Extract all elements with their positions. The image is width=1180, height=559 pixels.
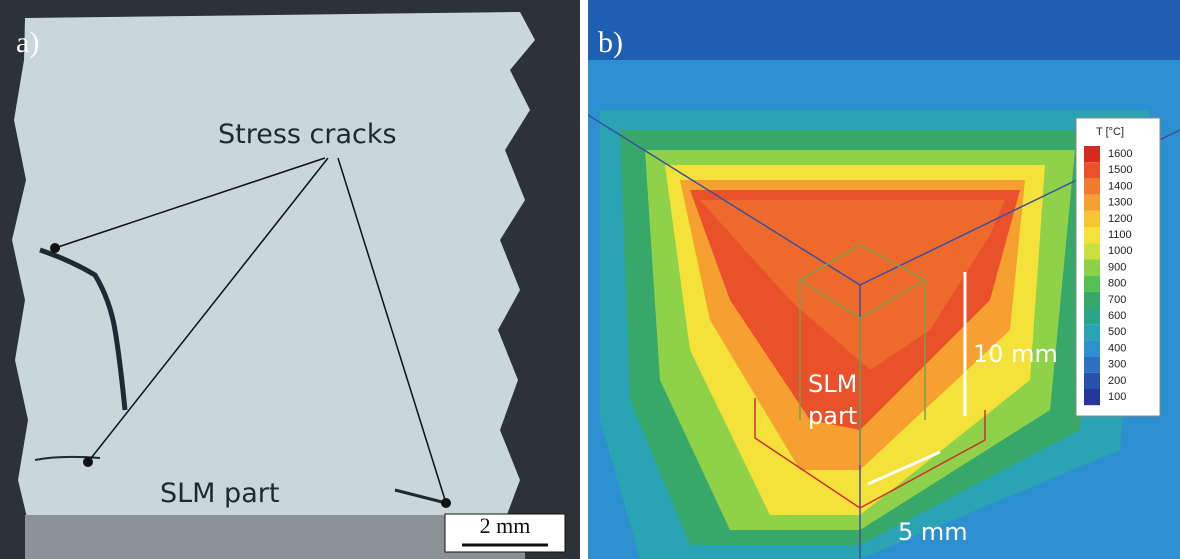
colorbar-swatch: [1084, 276, 1100, 292]
colorbar-label: 1200: [1108, 213, 1132, 225]
panel-label: b): [598, 26, 623, 59]
colorbar-label: 1400: [1108, 180, 1132, 192]
colorbar-swatch: [1084, 211, 1100, 227]
crack-dot: [50, 243, 60, 253]
part-label: SLM: [808, 370, 857, 398]
colorbar-swatch: [1084, 292, 1100, 308]
colorbar-label: 1000: [1108, 245, 1132, 257]
dimension-label: 10 mm: [973, 340, 1058, 368]
colorbar-swatch: [1084, 195, 1100, 211]
annotation: Stress cracks: [218, 119, 397, 150]
colorbar-label: 1600: [1108, 148, 1132, 160]
colorbar-label: 1500: [1108, 164, 1132, 176]
part-label: SLM part: [160, 478, 279, 509]
colorbar-swatch: [1084, 357, 1100, 373]
panel-b: b) SLM part 10 mm 5 mm T [°C] 1600 1500 14…: [588, 0, 1180, 559]
colorbar-swatch: [1084, 308, 1100, 324]
colorbar-label: 1300: [1108, 197, 1132, 209]
colorbar-title: T [°C]: [1096, 126, 1124, 138]
colorbar-swatch: [1084, 178, 1100, 194]
colorbar-label: 200: [1108, 375, 1126, 387]
figure: a) Stress cracks SLM part 2 mm b) SLM pa…: [0, 0, 1180, 559]
part-label: part: [808, 402, 857, 430]
colorbar-label: 100: [1108, 391, 1126, 403]
colorbar-swatch: [1084, 146, 1100, 162]
colorbar-label: 400: [1108, 342, 1126, 354]
colorbar-swatch: [1084, 227, 1100, 243]
colorbar-swatch: [1084, 389, 1100, 405]
colorbar-label: 1100: [1108, 229, 1132, 241]
colorbar-label: 700: [1108, 294, 1126, 306]
panel-label: a): [16, 26, 39, 59]
colorbar-swatch: [1084, 324, 1100, 340]
crack-dot: [441, 498, 451, 508]
colorbar-swatch: [1084, 340, 1100, 356]
panel-a: a) Stress cracks SLM part 2 mm: [0, 0, 580, 559]
colorbar-swatch: [1084, 373, 1100, 389]
colorbar-label: 900: [1108, 261, 1126, 273]
scale-bar-label: 2 mm: [480, 513, 531, 538]
crack-dot: [83, 457, 93, 467]
colorbar-label: 600: [1108, 310, 1126, 322]
colorbar-label: 800: [1108, 278, 1126, 290]
colorbar-swatch: [1084, 259, 1100, 275]
colorbar-label: 300: [1108, 359, 1126, 371]
dimension-label: 5 mm: [898, 518, 968, 546]
colorbar-label: 500: [1108, 326, 1126, 338]
colorbar-swatch: [1084, 162, 1100, 178]
colorbar-swatch: [1084, 243, 1100, 259]
